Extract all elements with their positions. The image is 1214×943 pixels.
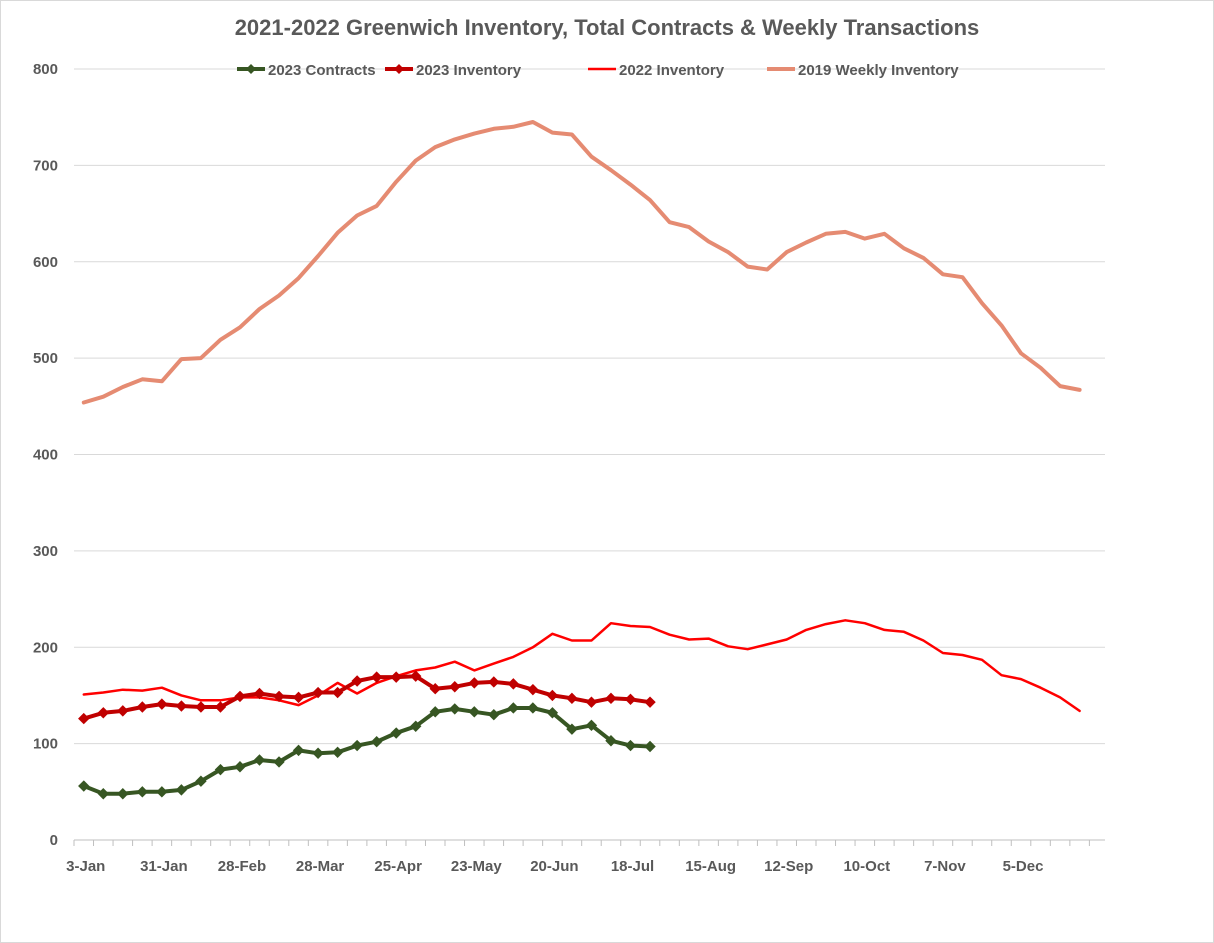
legend-layer: 2023 Contracts 2023 Inventory 2022 Invento… [237,62,959,79]
data-point-marker [527,702,539,714]
data-point-marker [370,671,383,683]
series-line-2023-contracts [81,706,652,796]
data-point-marker [390,727,402,739]
legend-label: 2022 Inventory [619,62,725,79]
data-point-marker [605,735,617,747]
data-point-marker [234,761,246,773]
data-point-marker [195,775,207,787]
x-tick-label: 3-Jan [66,858,105,875]
data-point-marker [156,786,168,798]
data-point-marker [507,678,520,690]
data-point-marker [78,712,90,725]
data-point-marker [292,744,305,757]
legend-label: 2023 Contracts [268,62,376,79]
series-line-2019-weekly-inventory [81,120,1082,405]
data-point-marker [175,700,188,712]
data-point-marker [507,702,520,714]
data-point-marker [605,692,617,705]
data-point-marker [566,723,578,735]
x-tick-label: 25-Apr [374,858,422,875]
series-line-2022-inventory [82,619,1081,713]
x-tick-label: 7-Nov [924,858,966,875]
data-point-marker [527,683,539,696]
data-point-marker [273,690,285,703]
data-point-marker [585,696,598,708]
data-point-marker [331,746,344,759]
data-point-marker [175,784,188,796]
axis-layer: 0 100 200 300 400 500 600 700 800 3-Jan 31-Jan 28-F… [33,61,1090,875]
data-point-marker [468,677,481,689]
data-point-marker [312,686,324,699]
chart-title: 2021-2022 Greenwich Inventory, Total Con… [234,15,980,40]
x-tick-label: 20-Jun [530,858,578,875]
data-point-marker [78,780,90,792]
data-point-marker [624,739,637,752]
legend-marker [246,64,256,74]
data-point-marker [136,701,149,713]
x-tick-label: 10-Oct [843,858,890,875]
data-point-marker [410,670,422,682]
y-tick-label: 300 [33,543,58,560]
legend-marker [394,64,404,74]
data-point-marker [214,701,227,713]
data-point-marker [390,671,402,683]
data-point-marker [97,707,109,719]
data-point-marker [449,703,461,715]
data-point-marker [429,682,441,695]
data-point-marker [370,735,383,748]
data-point-marker [273,756,285,768]
data-point-marker [644,696,656,708]
y-tick-label: 400 [33,447,58,464]
y-tick-label: 200 [33,639,58,656]
y-tick-label: 500 [33,350,58,367]
legend-label: 2023 Inventory [416,62,522,79]
data-point-marker [156,698,168,710]
data-point-marker [488,709,500,721]
y-tick-label: 600 [33,254,58,271]
data-point-marker [449,681,461,693]
y-tick-label: 100 [33,736,58,753]
series-line-2023-inventory [81,674,652,721]
data-point-marker [624,693,637,705]
data-point-marker [585,719,598,732]
y-tick-label: 0 [50,832,58,849]
data-point-marker [136,786,149,798]
y-tick-label: 800 [33,61,58,78]
series-layer [78,120,1082,800]
data-point-marker [566,692,578,705]
data-point-marker [331,686,344,699]
x-tick-label: 31-Jan [140,858,188,875]
x-tick-label: 18-Jul [611,858,654,875]
x-tick-label: 12-Sep [764,858,813,875]
x-tick-label: 15-Aug [685,858,736,875]
data-point-marker [468,706,481,718]
data-point-marker [644,740,656,753]
data-point-marker [546,707,559,719]
data-point-marker [429,706,441,718]
data-point-marker [253,687,266,700]
x-tick-label: 28-Mar [296,858,345,875]
data-point-marker [195,701,207,713]
data-point-marker [292,691,305,704]
data-point-marker [410,720,422,732]
data-point-marker [214,763,227,776]
data-point-marker [546,689,559,702]
x-tick-label: 5-Dec [1003,858,1044,875]
x-tick-label: 23-May [451,858,503,875]
data-point-marker [351,739,363,752]
data-point-marker [351,675,363,687]
data-point-marker [312,747,324,759]
data-point-marker [117,788,129,800]
data-point-marker [488,676,500,688]
data-point-marker [253,754,266,766]
y-tick-label: 700 [33,157,58,174]
data-point-marker [97,788,109,800]
data-point-marker [234,690,246,703]
legend-label: 2019 Weekly Inventory [798,62,959,79]
data-point-marker [117,705,129,717]
x-tick-label: 28-Feb [218,858,266,875]
